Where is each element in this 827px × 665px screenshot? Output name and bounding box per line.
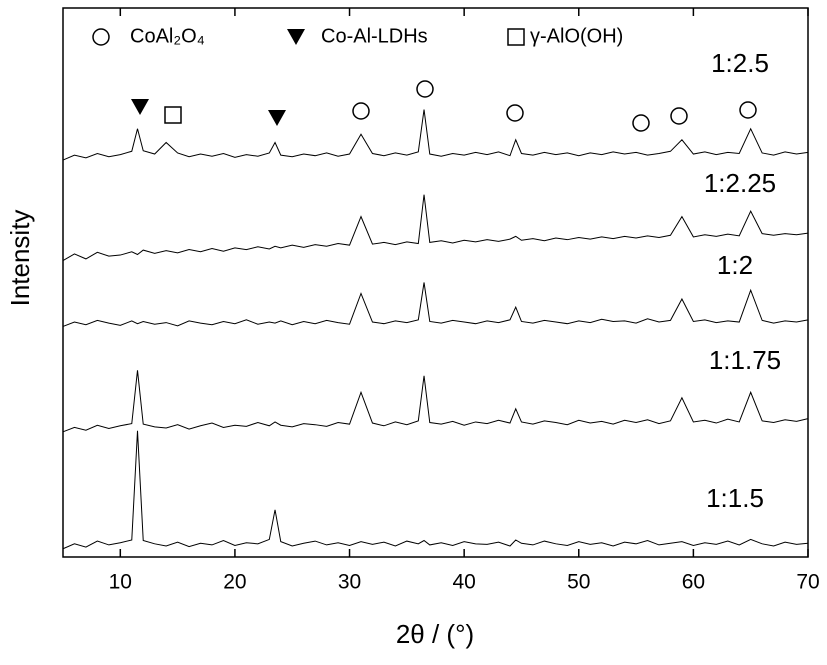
y-axis-label: Intensity	[5, 210, 35, 307]
legend-label: Co-Al-LDHs	[321, 25, 428, 47]
peak-marker	[268, 110, 286, 126]
peak-marker	[670, 107, 688, 125]
x-axis-label: 2θ / (°)	[396, 619, 474, 649]
x-tick-label: 20	[223, 571, 246, 594]
x-tick-label: 50	[567, 571, 590, 594]
xrd-line	[62, 109, 809, 161]
legend-symbol	[287, 29, 305, 45]
series-label: 1:2	[717, 250, 753, 280]
xrd-line	[62, 370, 809, 433]
peak-marker	[632, 114, 650, 132]
legend-label: CoAl₂O₄	[130, 25, 205, 47]
x-tick-label: 60	[682, 571, 705, 594]
legend-symbol	[92, 28, 110, 46]
xrd-line	[62, 194, 809, 261]
xrd-line	[62, 282, 809, 327]
x-tick-label: 30	[338, 571, 361, 594]
peak-marker	[131, 99, 149, 115]
peak-marker	[352, 102, 370, 120]
legend-label: γ-AlO(OH)	[530, 25, 623, 47]
peak-marker	[739, 101, 757, 119]
peak-marker	[416, 80, 434, 98]
legend-symbol	[507, 28, 525, 46]
peak-marker	[164, 106, 182, 124]
plot-frame	[62, 7, 809, 558]
x-tick-label: 40	[452, 571, 475, 594]
series-label: 1:2.5	[711, 48, 769, 78]
series-label: 1:2.25	[704, 168, 776, 198]
series-label: 1:1.75	[709, 345, 781, 375]
peak-marker	[506, 104, 524, 122]
series-label: 1:1.5	[706, 483, 764, 513]
x-tick-label: 10	[109, 571, 132, 594]
x-tick-label: 70	[796, 571, 819, 594]
xrd-line	[62, 430, 809, 550]
